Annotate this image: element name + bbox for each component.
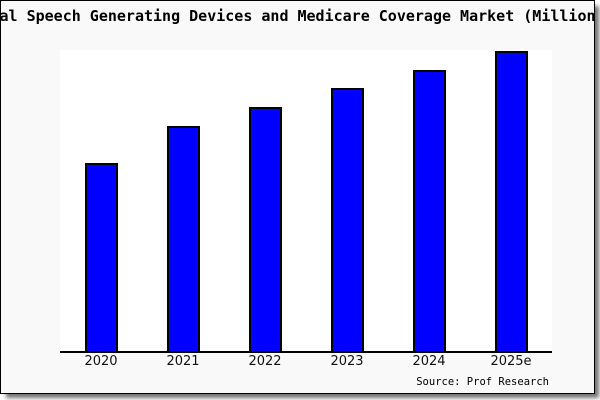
chart-card: al Speech Generating Devices and Medicar… [0, 0, 595, 394]
bar-slot-2022 [224, 50, 306, 351]
bar-2023 [330, 88, 364, 351]
bar-2022 [248, 107, 282, 351]
x-axis-label-2020: 2020 [84, 354, 118, 369]
bar-2021 [166, 126, 200, 351]
plot-area [60, 50, 552, 353]
x-axis-label-2023: 2023 [330, 354, 364, 369]
x-axis-label-2022: 2022 [248, 354, 282, 369]
x-axis-label-2025e: 2025e [490, 354, 532, 369]
bar-2024 [412, 70, 446, 351]
bar-slot-2023 [306, 50, 388, 351]
bar-2025e [494, 51, 528, 351]
source-text: Source: Prof Research [416, 376, 549, 388]
bar-2020 [84, 163, 118, 351]
bar-slot-2025e [470, 50, 552, 351]
bar-slot-2020 [60, 50, 142, 351]
x-axis-label-2021: 2021 [166, 354, 200, 369]
x-axis-labels-row: 2020 2021 2022 2023 2024 2025e [60, 354, 552, 369]
bar-slot-2021 [142, 50, 224, 351]
chart-title: al Speech Generating Devices and Medicar… [0, 7, 595, 25]
bar-slot-2024 [388, 50, 470, 351]
x-axis-label-2024: 2024 [412, 354, 446, 369]
